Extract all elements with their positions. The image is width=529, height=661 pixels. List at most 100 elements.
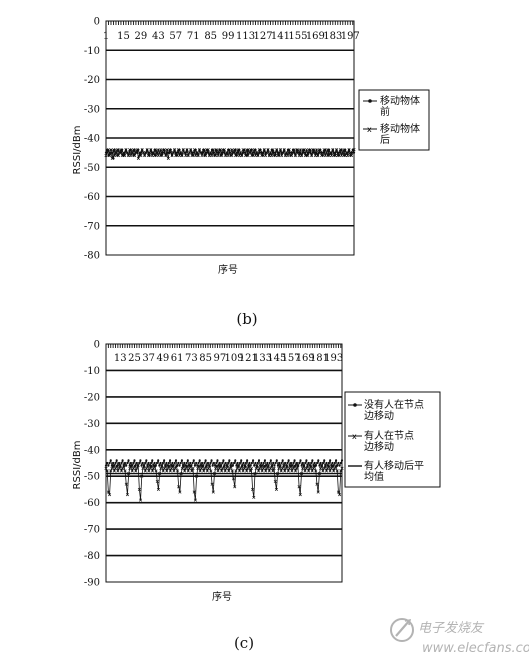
data-point	[228, 459, 231, 462]
data-point	[199, 151, 203, 155]
data-point	[205, 469, 209, 473]
data-point	[199, 466, 203, 470]
x-tick-label: 15	[117, 31, 130, 42]
data-point	[318, 464, 321, 467]
data-point	[334, 459, 338, 462]
data-point	[278, 148, 283, 152]
data-point	[340, 466, 344, 470]
data-point	[282, 464, 286, 468]
data-point	[135, 466, 139, 470]
data-point	[116, 469, 120, 473]
data-point	[337, 461, 340, 465]
data-point	[327, 154, 331, 158]
legend-label: 移动物体 前	[380, 94, 423, 118]
data-point	[215, 461, 218, 465]
data-point	[320, 464, 324, 468]
data-point	[178, 490, 182, 494]
data-point	[266, 148, 270, 152]
data-point	[138, 461, 141, 465]
data-point	[307, 469, 311, 473]
data-point	[237, 469, 242, 473]
data-point	[307, 151, 311, 155]
data-point	[296, 148, 300, 152]
data-point	[211, 490, 215, 494]
data-point	[196, 464, 199, 467]
data-point	[125, 151, 129, 155]
data-point	[338, 148, 342, 152]
x-tick-label: 61	[171, 353, 184, 364]
legend-label-line-2: 均值	[364, 470, 384, 483]
data-point	[117, 466, 121, 470]
data-point	[315, 151, 319, 155]
legend-label-line-2: 前	[380, 105, 390, 118]
data-point	[280, 154, 284, 158]
data-point	[126, 154, 130, 158]
data-point	[251, 151, 255, 155]
data-point	[194, 154, 198, 158]
data-point	[286, 154, 290, 158]
data-point	[124, 482, 128, 486]
data-point	[245, 148, 249, 152]
data-point	[319, 461, 322, 465]
data-point	[243, 464, 248, 468]
data-point	[227, 148, 231, 152]
data-point	[265, 466, 269, 470]
data-point	[143, 469, 147, 473]
data-point	[115, 459, 118, 462]
data-point	[222, 459, 225, 462]
data-point	[217, 151, 221, 155]
data-point	[291, 466, 295, 470]
data-point	[123, 461, 127, 465]
data-point	[236, 464, 240, 468]
data-point	[326, 466, 330, 470]
data-point	[191, 461, 194, 465]
data-point	[242, 466, 246, 470]
data-point	[150, 154, 154, 158]
data-point	[134, 151, 138, 155]
data-point	[304, 466, 308, 470]
watermark-logo	[390, 618, 414, 642]
data-point	[185, 464, 189, 468]
data-point	[251, 459, 255, 462]
data-point	[203, 466, 207, 470]
data-point	[189, 461, 192, 465]
data-point	[248, 469, 252, 473]
data-point	[268, 466, 273, 470]
data-point	[295, 151, 299, 155]
x-axis-title: 序号	[212, 590, 232, 603]
data-point	[190, 154, 194, 158]
data-point	[293, 459, 296, 462]
data-point	[117, 461, 121, 465]
data-point	[270, 154, 274, 158]
data-point	[230, 469, 234, 473]
data-point	[272, 151, 276, 155]
data-point	[122, 464, 126, 468]
data-point	[171, 461, 174, 465]
data-point	[258, 466, 262, 470]
data-point	[224, 154, 228, 158]
data-point	[189, 464, 193, 468]
data-point	[229, 151, 233, 155]
data-point	[262, 461, 265, 465]
data-point	[151, 459, 154, 462]
data-point	[267, 154, 271, 158]
x-tick-label: 43	[152, 31, 165, 42]
data-point	[231, 151, 235, 155]
data-point	[303, 154, 307, 158]
data-point	[287, 459, 290, 462]
data-point	[260, 154, 264, 158]
data-point	[159, 466, 163, 470]
data-point	[231, 464, 234, 467]
data-point	[214, 466, 218, 470]
data-point	[339, 469, 343, 473]
y-tick-label: -40	[84, 134, 100, 145]
data-point	[273, 464, 276, 467]
data-point	[249, 148, 253, 152]
data-point	[121, 466, 125, 470]
data-point	[258, 151, 263, 155]
data-point	[340, 459, 344, 462]
data-point	[135, 148, 139, 152]
data-point	[192, 148, 197, 152]
